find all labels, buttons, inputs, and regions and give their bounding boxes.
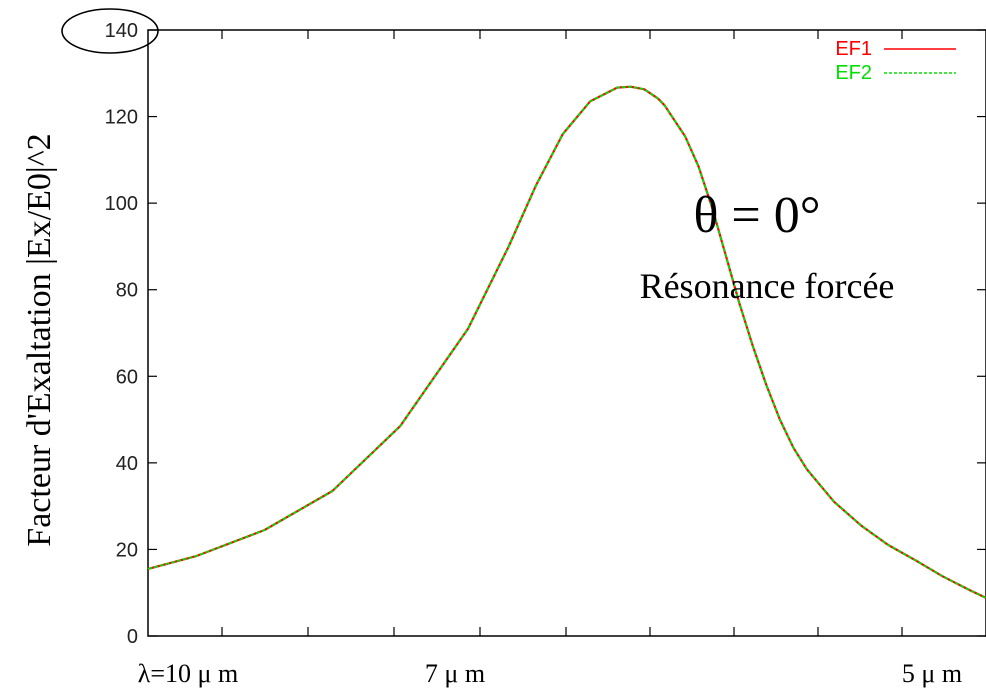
y-tick-label: 80 [116,280,138,302]
resonance-annotation: Résonance forcée [640,266,895,306]
y-axis-label: Facteur d'Exaltation |Ex/E0|^2 [21,133,58,546]
y-tick-label: 100 [105,193,138,215]
highlight-circle [61,8,159,54]
plot-frame [147,29,986,637]
x-ticks [221,30,903,636]
legend-label: EF1 [835,38,872,60]
x-wavelength-label: 7 μ m [425,659,485,688]
y-tick-label: 140 [105,20,138,42]
legend-label: EF2 [835,62,872,84]
x-axis-wavelength-labels: λ=10 μ m 7 μ m 5 μ m [138,659,962,688]
y-tick-label: 40 [116,453,138,475]
x-wavelength-label: λ=10 μ m [138,659,238,688]
series-layer [147,85,986,599]
plot-frame-group [147,29,986,637]
y-tick-label: 60 [116,366,138,388]
y-ticks: 0 20 40 60 80 100 120 140 [61,8,986,648]
series-line-ef2 [147,85,986,599]
y-tick-label: 20 [116,539,138,561]
y-tick-label: 0 [127,626,138,648]
x-wavelength-label: 5 μ m [902,659,962,688]
angle-annotation: θ = 0° [693,187,820,244]
series-line-ef1 [147,85,986,599]
y-tick-label: 120 [105,107,138,129]
